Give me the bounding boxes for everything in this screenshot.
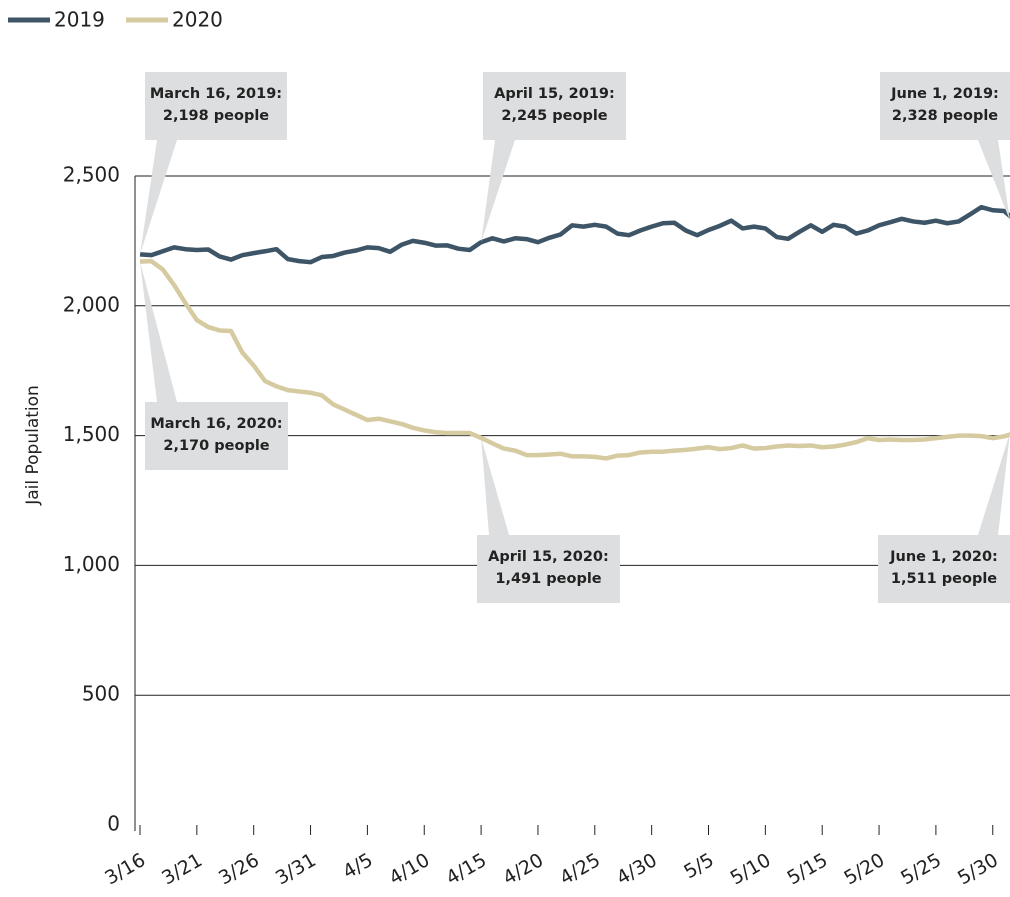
y-tick-label: 1,000 (63, 552, 120, 576)
annotation-pointer (978, 432, 1010, 535)
x-tick-label: 3/21 (158, 849, 206, 889)
annotation-text: 1,491 people (495, 571, 601, 587)
annotation-text: April 15, 2019: (494, 86, 615, 102)
series-line (139, 204, 1010, 265)
annotation-text: 2,198 people (163, 108, 269, 124)
annotation-box (145, 72, 287, 140)
annotation-box (483, 72, 626, 140)
x-tick-label: 4/5 (339, 849, 376, 883)
x-tick-label: 3/31 (272, 849, 320, 889)
annotation-text: June 1, 2019: (890, 86, 999, 102)
x-tick-label: 4/25 (556, 849, 604, 889)
x-tick-label: 4/30 (613, 849, 661, 889)
x-tick-label: 4/10 (386, 849, 434, 889)
annotation-pointer (481, 437, 509, 535)
series-line (139, 258, 1010, 461)
annotation-text: March 16, 2020: (150, 416, 282, 432)
x-tick-label: 5/5 (680, 849, 717, 883)
annotation-box (477, 535, 620, 603)
annotation-pointer (481, 140, 515, 243)
annotation-box (145, 402, 288, 470)
annotation-text: March 16, 2019: (150, 86, 282, 102)
y-tick-label: 1,500 (63, 422, 120, 446)
x-tick-label: 5/20 (840, 849, 888, 889)
x-tick-label: 4/15 (442, 849, 490, 889)
x-tick-label: 5/15 (783, 849, 831, 889)
annotation-box (878, 535, 1010, 603)
y-tick-label: 0 (107, 812, 120, 836)
annotation-pointer (140, 261, 177, 402)
x-tick-label: 5/25 (897, 849, 945, 889)
annotation-text: 2,328 people (892, 108, 998, 124)
x-tick-label: 3/26 (215, 849, 263, 889)
annotation-text: 1,511 people (891, 571, 997, 587)
y-axis-label: Jail Population (23, 385, 43, 506)
legend-label: 2020 (172, 8, 223, 32)
y-tick-label: 500 (82, 682, 120, 706)
annotation-text: 2,170 people (163, 438, 269, 454)
y-tick-label: 2,500 (63, 163, 120, 187)
y-tick-label: 2,000 (63, 292, 120, 316)
annotation-text: June 1, 2020: (889, 549, 998, 565)
x-tick-label: 5/30 (954, 849, 1002, 889)
annotation-pointer (978, 140, 1010, 221)
x-tick-label: 5/10 (727, 849, 775, 889)
annotation-text: April 15, 2020: (488, 549, 609, 565)
annotation-text: 2,245 people (501, 108, 607, 124)
x-tick-label: 4/20 (499, 849, 547, 889)
legend-label: 2019 (54, 8, 105, 32)
x-tick-label: 3/16 (101, 849, 149, 889)
annotation-pointer (140, 140, 177, 255)
annotation-box (880, 72, 1010, 140)
